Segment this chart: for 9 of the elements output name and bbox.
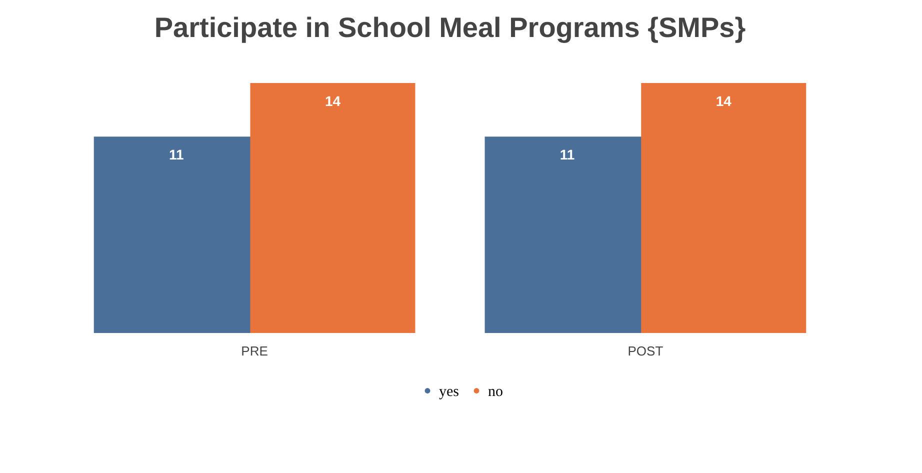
x-tick-label: PRE — [241, 344, 268, 358]
data-label: 14 — [716, 93, 732, 109]
legend-label: yes — [439, 384, 460, 400]
chart-title: Participate in School Meal Programs {SMPs} — [154, 12, 746, 43]
x-tick-label: POST — [628, 344, 664, 358]
data-label: 11 — [168, 146, 184, 163]
data-label: 14 — [324, 93, 341, 109]
data-label: 11 — [560, 146, 575, 163]
legend-label: no — [488, 384, 503, 400]
